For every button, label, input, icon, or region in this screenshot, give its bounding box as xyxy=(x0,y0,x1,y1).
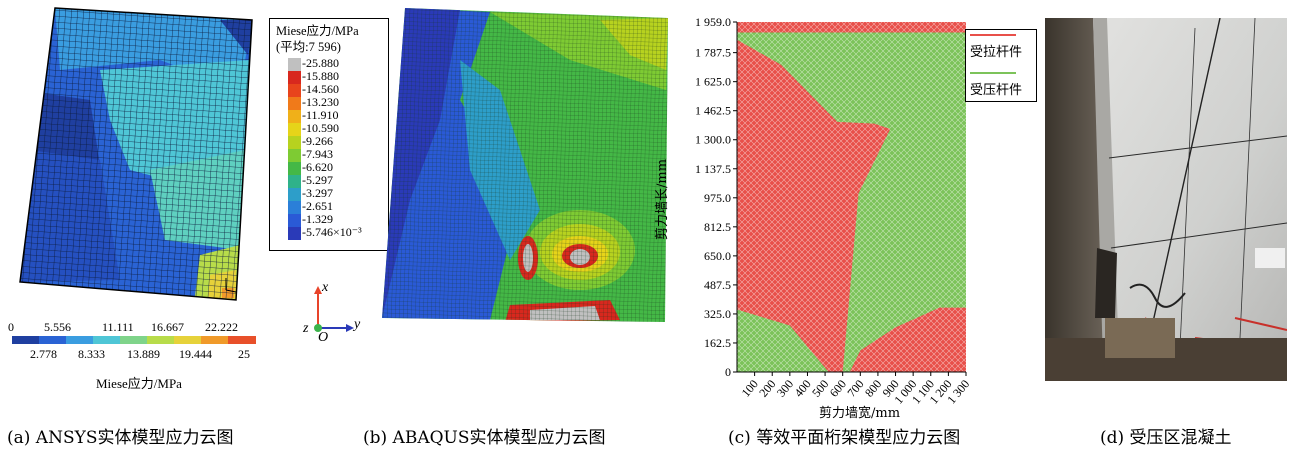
legend-level-label: -3.297 xyxy=(302,186,333,200)
legend-swatch xyxy=(288,58,301,71)
legend-swatch xyxy=(288,97,301,110)
chart-y-tick-label: 1 625.0 xyxy=(695,75,731,89)
legend-swatch xyxy=(288,214,301,227)
chart-y-tick-label: 325.0 xyxy=(704,307,731,321)
legend-swatch xyxy=(288,123,301,136)
chart-legend-label: 受压杆件 xyxy=(970,83,1023,98)
colorbar-label-bottom-1: 8.333 xyxy=(78,347,105,361)
chart-y-tick-label: 1 300.0 xyxy=(695,133,731,147)
legend-swatch xyxy=(288,84,301,97)
colorbar-label-top-0: 0 xyxy=(8,320,14,334)
ansys-contour-plot xyxy=(19,7,253,301)
legend-level-label: -5.746×10⁻³ xyxy=(302,225,362,239)
chart-legend-item: 受压杆件 xyxy=(970,70,1032,102)
chart-legend-line xyxy=(970,34,1016,36)
legend-swatch xyxy=(288,110,301,123)
concrete-photo xyxy=(1045,18,1287,381)
legend-level-label: -14.560 xyxy=(302,82,339,96)
axis-x-label: x xyxy=(322,280,329,295)
legend-level-label: -5.297 xyxy=(302,173,333,187)
legend-swatch xyxy=(288,71,301,84)
chart-y-tick-label: 162.5 xyxy=(704,336,731,350)
caption-d: (d) 受压区混凝土 xyxy=(1100,428,1232,448)
caption-a: (a) ANSYS实体模型应力云图 xyxy=(7,428,234,448)
legend-swatch xyxy=(288,227,301,240)
truss-stress-chart: 0 162.5 325.0 487.5 650.0 812.5 975.0 1 137.5 1 … xyxy=(695,15,972,407)
legend-swatch xyxy=(288,136,301,149)
legend-level-label: -2.651 xyxy=(302,199,333,213)
legend-swatch xyxy=(288,188,301,201)
legend-level-label: -9.266 xyxy=(302,134,333,148)
chart-y-tick-label: 650.0 xyxy=(704,249,731,263)
legend-level-label: -7.943 xyxy=(302,147,333,161)
legend-swatch xyxy=(288,175,301,188)
axis-triad xyxy=(314,286,354,332)
axis-origin-label: O xyxy=(318,330,329,345)
legend-swatch xyxy=(288,149,301,162)
legend-level-label: -11.910 xyxy=(302,108,339,122)
colorbar-title: Miese应力/MPa xyxy=(96,376,182,391)
legend-level-label: -15.880 xyxy=(302,69,339,83)
colorbar-label-top-2: 11.111 xyxy=(102,320,134,334)
chart-y-tick-label: 487.5 xyxy=(704,278,731,292)
chart-y-tick-label: 0 xyxy=(725,365,731,379)
caption-b: (b) ABAQUS实体模型应力云图 xyxy=(363,428,606,448)
colorbar-label-bottom-0: 2.778 xyxy=(30,347,57,361)
chart-y-tick-label: 812.5 xyxy=(704,220,731,234)
chart-y-tick-label: 1 137.5 xyxy=(695,162,731,176)
chart-y-tick-label: 975.0 xyxy=(704,191,731,205)
legend-level-label: -13.230 xyxy=(302,95,339,109)
chart-legend-line xyxy=(970,72,1016,74)
legend-swatch xyxy=(288,201,301,214)
colorbar-label-top-4: 22.222 xyxy=(205,320,238,334)
chart-y-tick-label: 1 959.0 xyxy=(695,15,731,29)
chart-y-tick-label: 1 787.5 xyxy=(695,46,731,60)
axis-y-label: y xyxy=(354,317,361,332)
legend-subtitle: (平均:7 596) xyxy=(276,40,341,54)
chart-y-label: 剪力墙长/mm xyxy=(655,158,670,240)
legend-level-label: -1.329 xyxy=(302,212,333,226)
chart-legend: 受拉杆件 受压杆件 xyxy=(965,29,1037,102)
colorbar-label-bottom-2: 13.889 xyxy=(127,347,160,361)
legend-level-label: -6.620 xyxy=(302,160,333,174)
legend-level-label: -25.880 xyxy=(302,56,339,70)
colorbar-label-top-3: 16.667 xyxy=(151,320,184,334)
chart-legend-item: 受拉杆件 xyxy=(970,32,1032,64)
abaqus-legend: Miese应力/MPa (平均:7 596) -25.880 -15.880 -14… xyxy=(269,18,389,251)
caption-c: (c) 等效平面桁架模型应力云图 xyxy=(728,428,961,448)
chart-x-label: 剪力墙宽/mm xyxy=(819,406,901,421)
colorbar-label-bottom-4: 25 xyxy=(238,347,250,361)
legend-swatch xyxy=(288,162,301,175)
colorbar-label-bottom-3: 19.444 xyxy=(179,347,212,361)
axis-z-label: z xyxy=(303,321,309,336)
legend-title: Miese应力/MPa xyxy=(276,24,359,38)
ansys-colorbar xyxy=(12,336,256,344)
chart-y-tick-label: 1 462.5 xyxy=(695,104,731,118)
colorbar-label-top-1: 5.556 xyxy=(44,320,71,334)
chart-legend-label: 受拉杆件 xyxy=(970,45,1023,60)
legend-level-label: -10.590 xyxy=(302,121,339,135)
abaqus-contour-plot xyxy=(382,8,668,322)
